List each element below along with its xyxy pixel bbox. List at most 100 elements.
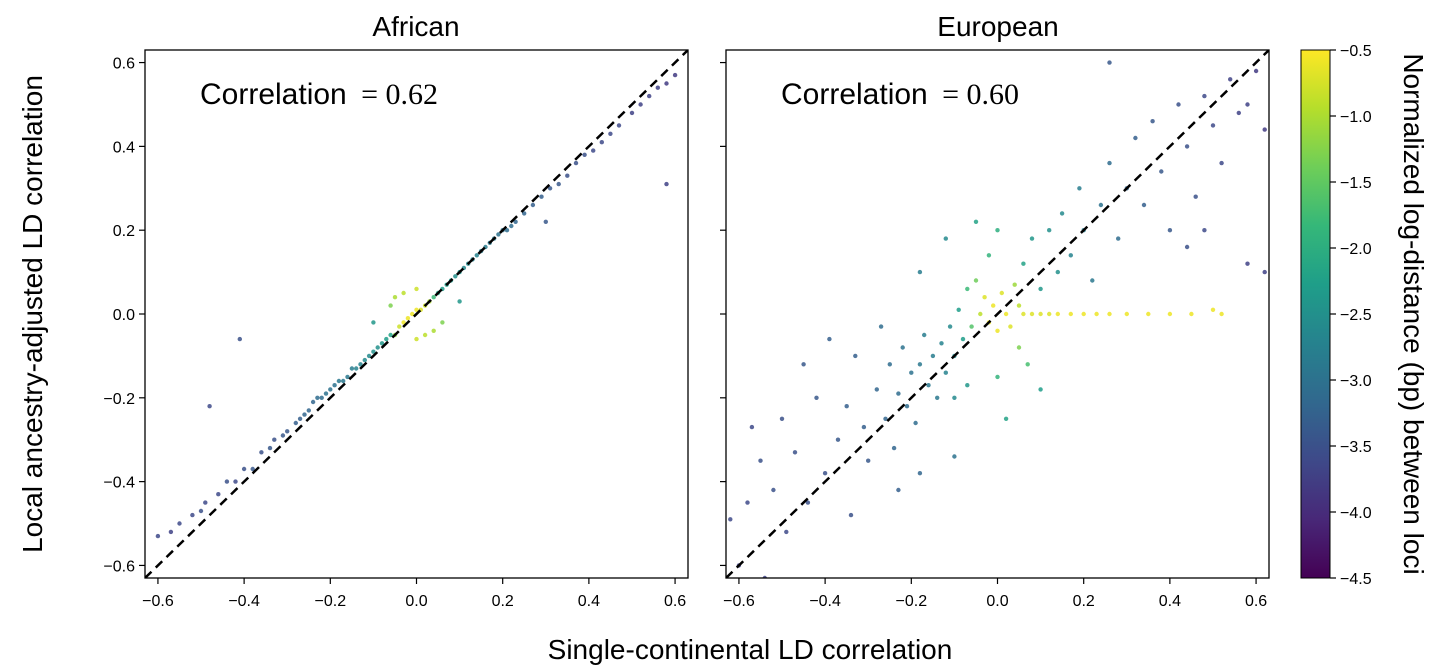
data-point bbox=[827, 336, 832, 342]
data-point bbox=[1202, 228, 1207, 233]
data-point bbox=[1167, 311, 1173, 317]
data-point bbox=[986, 253, 992, 258]
data-point bbox=[414, 307, 419, 312]
data-point bbox=[539, 194, 544, 199]
data-point bbox=[664, 81, 669, 86]
annotation-label: Correlation bbox=[781, 78, 928, 111]
data-point bbox=[1029, 236, 1035, 241]
x-tick-label: 0.6 bbox=[1245, 593, 1267, 610]
y-ticks: −0.6 −0.4 −0.2 0.0 0.2 0.4 0.6 bbox=[103, 56, 145, 575]
data-point bbox=[887, 362, 892, 367]
y-tick-label: 0.2 bbox=[113, 223, 135, 240]
data-point bbox=[522, 211, 527, 216]
x-tick-label: −0.4 bbox=[809, 593, 841, 610]
data-point bbox=[496, 232, 501, 237]
data-point bbox=[616, 123, 622, 128]
data-point bbox=[792, 450, 798, 455]
data-point bbox=[922, 332, 927, 338]
data-point bbox=[1245, 261, 1250, 266]
data-point bbox=[397, 324, 402, 329]
annotation-value: = 0.62 bbox=[361, 78, 438, 111]
x-tick-label: −0.6 bbox=[142, 593, 174, 610]
y-tick-label: −0.2 bbox=[103, 391, 135, 408]
data-point bbox=[530, 202, 536, 208]
x-tick-label: 0.2 bbox=[1073, 593, 1095, 610]
data-point bbox=[965, 383, 970, 388]
data-point bbox=[969, 324, 974, 329]
data-point bbox=[392, 295, 398, 300]
data-point bbox=[1029, 311, 1035, 317]
panel-european: European −0.6 −0.4 −0.2 0.0 0.2 0.4 0.6 Correl… bbox=[720, 11, 1270, 610]
data-point bbox=[504, 228, 510, 233]
data-point bbox=[302, 412, 307, 417]
data-point bbox=[749, 424, 755, 430]
data-point bbox=[414, 336, 419, 342]
data-point bbox=[1025, 362, 1030, 367]
data-point bbox=[1253, 68, 1259, 74]
data-point bbox=[341, 378, 346, 384]
colorbar-label: Normalized log-distance (bp) between loc… bbox=[1398, 53, 1429, 574]
data-point bbox=[556, 181, 561, 187]
y-tick-label: −0.6 bbox=[103, 558, 135, 575]
data-point bbox=[801, 362, 806, 367]
data-point bbox=[453, 274, 458, 279]
data-point bbox=[883, 416, 888, 421]
annotation-value: = 0.60 bbox=[942, 78, 1019, 111]
data-point bbox=[267, 445, 273, 451]
data-point bbox=[784, 529, 789, 535]
data-point bbox=[371, 320, 376, 325]
data-point bbox=[1068, 253, 1074, 258]
data-point bbox=[1124, 311, 1130, 317]
data-point bbox=[956, 307, 961, 312]
data-point bbox=[280, 433, 286, 438]
data-point bbox=[509, 223, 514, 229]
data-point bbox=[306, 408, 311, 413]
data-point bbox=[779, 416, 785, 421]
x-tick-label: 0.4 bbox=[578, 593, 600, 610]
data-point bbox=[285, 429, 290, 434]
data-point bbox=[190, 512, 195, 518]
data-point bbox=[543, 219, 548, 224]
data-point bbox=[216, 492, 221, 497]
data-point bbox=[362, 357, 367, 363]
x-tick-label: 0.2 bbox=[492, 593, 514, 610]
data-point bbox=[647, 93, 652, 99]
x-tick-label: −0.2 bbox=[896, 593, 928, 610]
panel-title: African bbox=[372, 11, 459, 42]
y-tick-label: 0.4 bbox=[113, 139, 135, 156]
data-point bbox=[943, 370, 948, 375]
y-tick-label: −0.4 bbox=[103, 475, 135, 492]
data-point bbox=[1021, 311, 1026, 317]
data-point bbox=[233, 479, 238, 484]
data-point bbox=[1055, 311, 1061, 317]
data-point bbox=[1021, 261, 1026, 266]
data-point bbox=[168, 529, 174, 535]
reference-line bbox=[145, 50, 688, 578]
data-point bbox=[1176, 102, 1181, 107]
data-point bbox=[582, 152, 587, 157]
x-tick-label: −0.2 bbox=[315, 593, 347, 610]
data-point bbox=[629, 110, 635, 116]
data-point bbox=[1184, 244, 1190, 250]
data-point bbox=[1210, 307, 1216, 312]
x-tick-label: 0.4 bbox=[1159, 593, 1181, 610]
data-point bbox=[638, 102, 643, 107]
x-ticks: −0.6 −0.4 −0.2 0.0 0.2 0.4 0.6 bbox=[142, 578, 686, 610]
data-point bbox=[237, 336, 242, 342]
data-point bbox=[917, 269, 923, 275]
x-tick-label: 0.6 bbox=[664, 593, 686, 610]
panel-african: African −0.6 −0.4 −0.2 0.0 0.2 0.4 0.6 −0.6−0.… bbox=[103, 11, 689, 610]
data-point bbox=[900, 345, 905, 350]
data-point bbox=[371, 349, 376, 354]
colorbar-tick-label: −0.5 bbox=[1340, 43, 1372, 60]
panel-title: European bbox=[937, 11, 1058, 42]
data-point bbox=[917, 471, 923, 476]
data-point bbox=[1219, 311, 1224, 317]
data-point bbox=[947, 324, 953, 329]
data-point bbox=[1159, 169, 1164, 174]
data-point bbox=[422, 332, 428, 338]
data-point bbox=[891, 445, 897, 451]
data-point bbox=[354, 366, 359, 371]
data-point bbox=[310, 399, 316, 405]
colorbar-ticks: −0.5 −1.0 −1.5 −2.0 −2.5 −3.0 −3.5 −4.0 −4.5 bbox=[1330, 43, 1372, 588]
